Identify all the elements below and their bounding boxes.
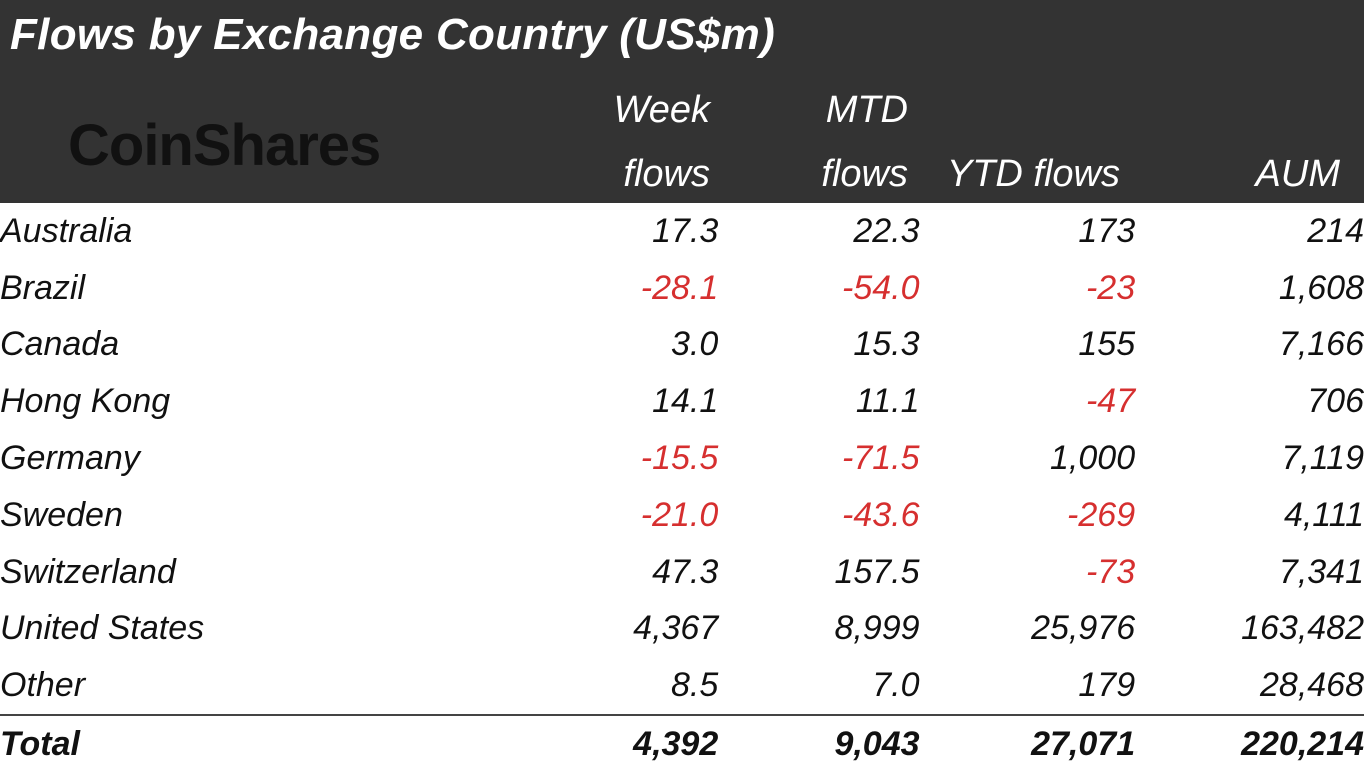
ytd-cell: 25,976 (1031, 609, 1136, 648)
aum-cell: 4,111 (1283, 495, 1364, 534)
coinshares-logo: CoinShares (68, 113, 381, 178)
aum-cell: 214 (1307, 211, 1364, 250)
table-row: Germany -15.5 -71.5 1,000 7,119 (0, 430, 1364, 487)
table-header: Flows by Exchange Country (US$m) CoinSha… (0, 0, 1364, 203)
aum-cell: 28,468 (1260, 666, 1364, 705)
mtd-cell: -71.5 (842, 439, 920, 478)
ytd-cell: -47 (1085, 382, 1136, 421)
ytd-cell: 27,071 (919, 714, 1136, 773)
mtd-cell: 157.5 (834, 552, 920, 591)
header-mtd-flows: MTD flows (730, 78, 908, 206)
ytd-cell: -23 (1085, 268, 1136, 307)
header-week-line2: flows (623, 153, 710, 195)
table-title: Flows by Exchange Country (US$m) (10, 10, 776, 59)
ytd-cell: 173 (1078, 211, 1136, 250)
header-ytd-label: YTD flows (946, 153, 1120, 195)
week-cell: -21.0 (640, 495, 719, 534)
week-cell: 4,392 (408, 714, 719, 773)
table-row: Australia 17.3 22.3 173 214 (0, 203, 1364, 260)
week-cell: 14.1 (652, 382, 719, 421)
table-row: Switzerland 47.3 157.5 -73 7,341 (0, 544, 1364, 601)
mtd-cell: 22.3 (853, 211, 920, 250)
flows-table: Australia 17.3 22.3 173 214 Brazil -28.1 -54.0 -… (0, 203, 1364, 773)
country-cell: Switzerland (0, 552, 176, 591)
week-cell: 47.3 (652, 552, 719, 591)
header-mtd-line2: flows (821, 153, 908, 195)
mtd-cell: -54.0 (842, 268, 920, 307)
aum-cell: 7,341 (1278, 552, 1364, 591)
table-row: Canada 3.0 15.3 155 7,166 (0, 317, 1364, 374)
country-cell: Germany (0, 439, 140, 478)
table-row: Other 8.5 7.0 179 28,468 (0, 657, 1364, 715)
header-aum-label: AUM (1255, 153, 1340, 195)
mtd-cell: 8,999 (834, 609, 920, 648)
week-cell: 4,367 (633, 609, 719, 648)
week-cell: -15.5 (640, 439, 719, 478)
ytd-cell: 179 (1078, 666, 1136, 705)
total-row: Total 4,392 9,043 27,071 220,214 (0, 714, 1364, 773)
header-ytd-flows: YTD flows (920, 142, 1120, 206)
mtd-cell: 15.3 (853, 325, 920, 364)
country-cell: Canada (0, 325, 120, 364)
table-row: Brazil -28.1 -54.0 -23 1,608 (0, 260, 1364, 317)
mtd-cell: 11.1 (855, 382, 920, 421)
ytd-cell: -269 (1067, 495, 1136, 534)
mtd-cell: -43.6 (842, 495, 920, 534)
table-row: Hong Kong 14.1 11.1 -47 706 (0, 373, 1364, 430)
country-cell: Australia (0, 211, 133, 250)
aum-cell: 163,482 (1241, 609, 1364, 648)
header-week-line1: Week (613, 89, 710, 131)
mtd-cell: 9,043 (718, 714, 920, 773)
aum-cell: 220,214 (1135, 714, 1364, 773)
aum-cell: 7,166 (1278, 325, 1364, 364)
aum-cell: 706 (1307, 382, 1364, 421)
aum-cell: 7,119 (1281, 439, 1364, 478)
ytd-cell: -73 (1085, 552, 1136, 591)
week-cell: 8.5 (671, 666, 719, 705)
country-cell: Total (0, 714, 409, 773)
table-row: United States 4,367 8,999 25,976 163,482 (0, 601, 1364, 658)
country-cell: Brazil (0, 268, 86, 307)
country-cell: Sweden (0, 495, 123, 534)
ytd-cell: 155 (1078, 325, 1136, 364)
country-cell: Other (0, 666, 86, 705)
ytd-cell: 1,000 (1050, 439, 1136, 478)
table-row: Sweden -21.0 -43.6 -269 4,111 (0, 487, 1364, 544)
week-cell: 3.0 (671, 325, 719, 364)
header-aum: AUM (1180, 142, 1340, 206)
header-mtd-line1: MTD (825, 89, 908, 131)
header-week-flows: Week flows (530, 78, 710, 206)
mtd-cell: 7.0 (872, 666, 920, 705)
country-cell: United States (0, 609, 205, 648)
week-cell: 17.3 (652, 211, 719, 250)
week-cell: -28.1 (640, 268, 719, 307)
country-cell: Hong Kong (0, 382, 171, 421)
aum-cell: 1,608 (1278, 268, 1364, 307)
